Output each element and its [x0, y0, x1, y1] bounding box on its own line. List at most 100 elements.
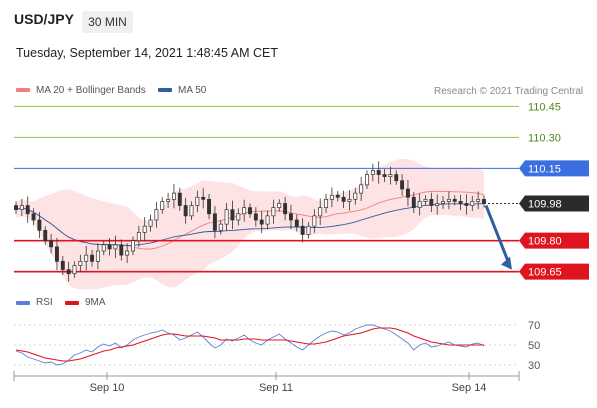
candle-body — [458, 201, 463, 204]
candle-body — [283, 203, 288, 215]
candle-body — [470, 201, 475, 206]
candle-body — [19, 205, 24, 211]
nine-ma-legend-swatch — [65, 301, 79, 305]
candle-body — [84, 254, 89, 262]
candle-body — [119, 244, 124, 256]
candle-body — [242, 207, 247, 215]
candle-body — [49, 240, 54, 248]
candle-body — [271, 207, 276, 217]
forecast-arrow-shaft — [484, 204, 511, 265]
candle-body — [66, 269, 71, 275]
candle-body — [160, 201, 165, 211]
candle-body — [207, 198, 212, 215]
level-label-110.45: 110.45 — [528, 101, 561, 113]
candle-body — [95, 250, 100, 262]
candle-body — [113, 244, 118, 250]
candle-body — [72, 265, 77, 275]
candle-body — [300, 225, 305, 235]
candle-body — [107, 244, 112, 250]
x-tick-label: Sep 14 — [452, 382, 487, 394]
ma50-legend-label: MA 50 — [178, 85, 207, 96]
symbol-title: USD/JPY — [14, 11, 74, 27]
candle-body — [259, 219, 264, 225]
candle-body — [230, 209, 235, 221]
candle-body — [236, 213, 241, 221]
rsi-tick-30: 30 — [528, 360, 540, 372]
candle-body — [201, 196, 206, 200]
timeframe-badge[interactable]: 30 MIN — [82, 11, 133, 33]
candle-body — [90, 254, 95, 262]
candle-body — [365, 174, 369, 186]
rsi-legend-swatch — [16, 301, 30, 305]
candle-body — [31, 213, 36, 221]
timestamp: Tuesday, September 14, 2021 1:48:45 AM C… — [16, 46, 278, 60]
bollinger-band — [16, 158, 484, 290]
candle-body — [394, 174, 399, 182]
candle-body — [376, 170, 381, 175]
candle-body — [446, 198, 451, 202]
rsi-line — [15, 324, 485, 366]
rsi-legend-label: RSI — [36, 297, 53, 308]
ma50-line — [15, 203, 485, 246]
candle-body — [294, 219, 299, 227]
x-tick-label: Sep 10 — [90, 382, 125, 394]
candle-body — [429, 198, 434, 206]
candle-body — [171, 192, 176, 200]
candle-body — [60, 260, 65, 270]
candle-body — [423, 198, 428, 202]
candle-body — [189, 205, 194, 217]
candle-body — [335, 194, 340, 198]
candle-body — [54, 246, 59, 262]
candle-body — [78, 260, 83, 266]
candle-body — [435, 203, 440, 206]
level-tag-109.65 — [519, 263, 589, 280]
candle-body — [14, 205, 18, 211]
candle-body — [347, 198, 352, 202]
candle-body — [464, 203, 469, 206]
candle-body — [224, 209, 229, 225]
candle-body — [318, 207, 323, 217]
rsi-tick-70: 70 — [528, 320, 540, 332]
candle-body — [248, 207, 252, 215]
candle-body — [400, 180, 405, 190]
candle-body — [388, 174, 393, 177]
forecast-arrow-head — [501, 256, 512, 270]
ma50-legend-swatch — [158, 88, 172, 92]
candle-body — [218, 223, 223, 231]
candle-body — [101, 244, 106, 252]
candle-body — [476, 198, 481, 202]
candle-body — [154, 209, 159, 221]
candle-body — [253, 213, 258, 221]
candle-body — [37, 219, 42, 231]
candle-body — [382, 174, 387, 177]
candle-body — [195, 196, 200, 206]
candle-body — [131, 240, 135, 252]
candle-body — [212, 213, 217, 231]
candle-body — [166, 198, 171, 202]
candle-body — [183, 205, 188, 217]
candle-body — [142, 225, 147, 233]
candle-body — [43, 229, 48, 242]
level-label-109.65: 109.65 — [528, 267, 562, 279]
credit-text: Research © 2021 Trading Central — [434, 86, 584, 97]
candle-body — [370, 170, 375, 175]
candle-body — [353, 192, 358, 200]
level-label-110.15: 110.15 — [528, 163, 561, 175]
x-tick-label: Sep 11 — [259, 382, 293, 394]
candle-body — [306, 225, 311, 235]
candle-body — [411, 196, 416, 208]
candle-body — [441, 201, 446, 204]
candle-body — [341, 196, 346, 202]
nine-ma-legend-label: 9MA — [85, 297, 106, 308]
candle-body — [417, 201, 422, 208]
candle-body — [177, 192, 182, 206]
candle-body — [359, 184, 364, 194]
level-tag-110.15 — [519, 160, 589, 177]
candle-body — [148, 219, 153, 227]
level-tag-109.80 — [519, 232, 589, 249]
level-label-110.30: 110.30 — [528, 132, 561, 144]
rsi-tick-50: 50 — [528, 340, 540, 352]
candle-body — [329, 194, 334, 200]
candle-body — [136, 232, 141, 242]
